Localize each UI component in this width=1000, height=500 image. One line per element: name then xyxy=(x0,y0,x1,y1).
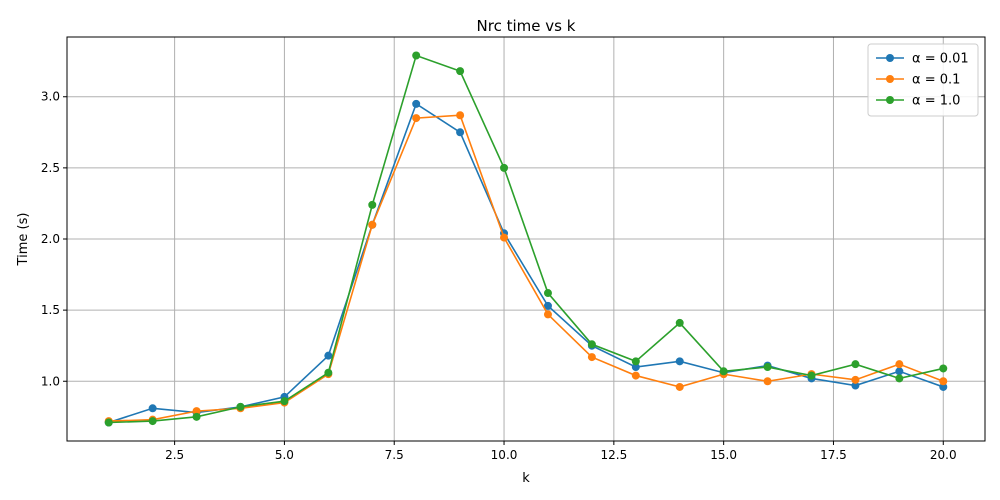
series-line xyxy=(108,54,944,424)
data-point xyxy=(851,381,860,390)
data-point xyxy=(631,371,640,380)
data-point xyxy=(807,371,816,380)
series-2 xyxy=(104,51,948,427)
data-point xyxy=(763,377,772,386)
data-point xyxy=(851,375,860,384)
data-point xyxy=(456,111,465,120)
x-tick-label: 20.0 xyxy=(930,448,957,462)
x-tick-label: 2.5 xyxy=(165,448,184,462)
legend: α = 0.01 α = 0.1 α = 1.0 xyxy=(867,43,979,117)
data-point xyxy=(500,233,509,242)
legend-box xyxy=(867,43,979,117)
data-point xyxy=(719,367,728,376)
data-point xyxy=(587,340,596,349)
data-point xyxy=(895,360,904,369)
data-point xyxy=(148,417,157,426)
y-tick-label: 3.0 xyxy=(41,90,60,104)
y-tick-label: 1.0 xyxy=(41,374,60,388)
data-point xyxy=(104,418,113,427)
data-point xyxy=(543,301,552,310)
y-tick-label: 2.5 xyxy=(41,161,60,175)
legend-marker xyxy=(886,75,894,83)
data-point xyxy=(631,363,640,372)
data-point xyxy=(368,220,377,229)
data-point xyxy=(192,412,201,421)
data-point xyxy=(675,318,684,327)
data-point xyxy=(895,367,904,376)
data-point xyxy=(324,351,333,360)
data-point xyxy=(280,397,289,406)
data-point xyxy=(851,360,860,369)
data-point xyxy=(500,163,509,172)
legend-entry: α = 1.0 xyxy=(912,94,960,109)
chart-title: Nrc time vs k xyxy=(477,17,576,35)
legend-marker xyxy=(886,54,894,62)
data-point xyxy=(631,357,640,366)
y-axis-ticks: 1.0 1.5 2.0 2.5 3.0 xyxy=(41,90,67,388)
data-point xyxy=(543,289,552,298)
x-tick-label: 17.5 xyxy=(820,448,847,462)
data-point xyxy=(763,363,772,372)
data-point xyxy=(939,382,948,391)
data-point xyxy=(456,67,465,76)
data-point xyxy=(675,357,684,366)
data-point xyxy=(324,368,333,377)
y-tick-label: 1.5 xyxy=(41,303,60,317)
legend-marker xyxy=(886,96,894,104)
y-axis-label: Time (s) xyxy=(16,213,31,267)
series-line xyxy=(108,114,944,422)
legend-entry: α = 0.01 xyxy=(912,52,969,67)
series-layer xyxy=(104,51,948,427)
x-tick-label: 15.0 xyxy=(710,448,737,462)
data-point xyxy=(192,407,201,416)
y-tick-label: 2.0 xyxy=(41,232,60,246)
data-point xyxy=(456,128,465,137)
data-point xyxy=(148,404,157,413)
data-point xyxy=(543,310,552,319)
x-tick-label: 7.5 xyxy=(385,448,404,462)
legend-entry: α = 0.1 xyxy=(912,73,960,88)
data-point xyxy=(368,200,377,209)
data-point xyxy=(587,353,596,362)
data-point xyxy=(412,51,421,60)
x-tick-label: 12.5 xyxy=(600,448,627,462)
series-0 xyxy=(104,99,948,427)
data-point xyxy=(675,382,684,391)
data-point xyxy=(895,374,904,383)
x-tick-label: 10.0 xyxy=(491,448,518,462)
x-axis-label: k xyxy=(522,471,530,486)
data-point xyxy=(236,402,245,411)
data-point xyxy=(939,377,948,386)
data-point xyxy=(939,364,948,373)
x-tick-label: 5.0 xyxy=(275,448,294,462)
data-point xyxy=(412,99,421,108)
x-axis-ticks: 2.5 5.0 7.5 10.0 12.5 15.0 17.5 20.0 xyxy=(165,441,957,462)
data-point xyxy=(412,114,421,123)
grid xyxy=(67,37,985,441)
